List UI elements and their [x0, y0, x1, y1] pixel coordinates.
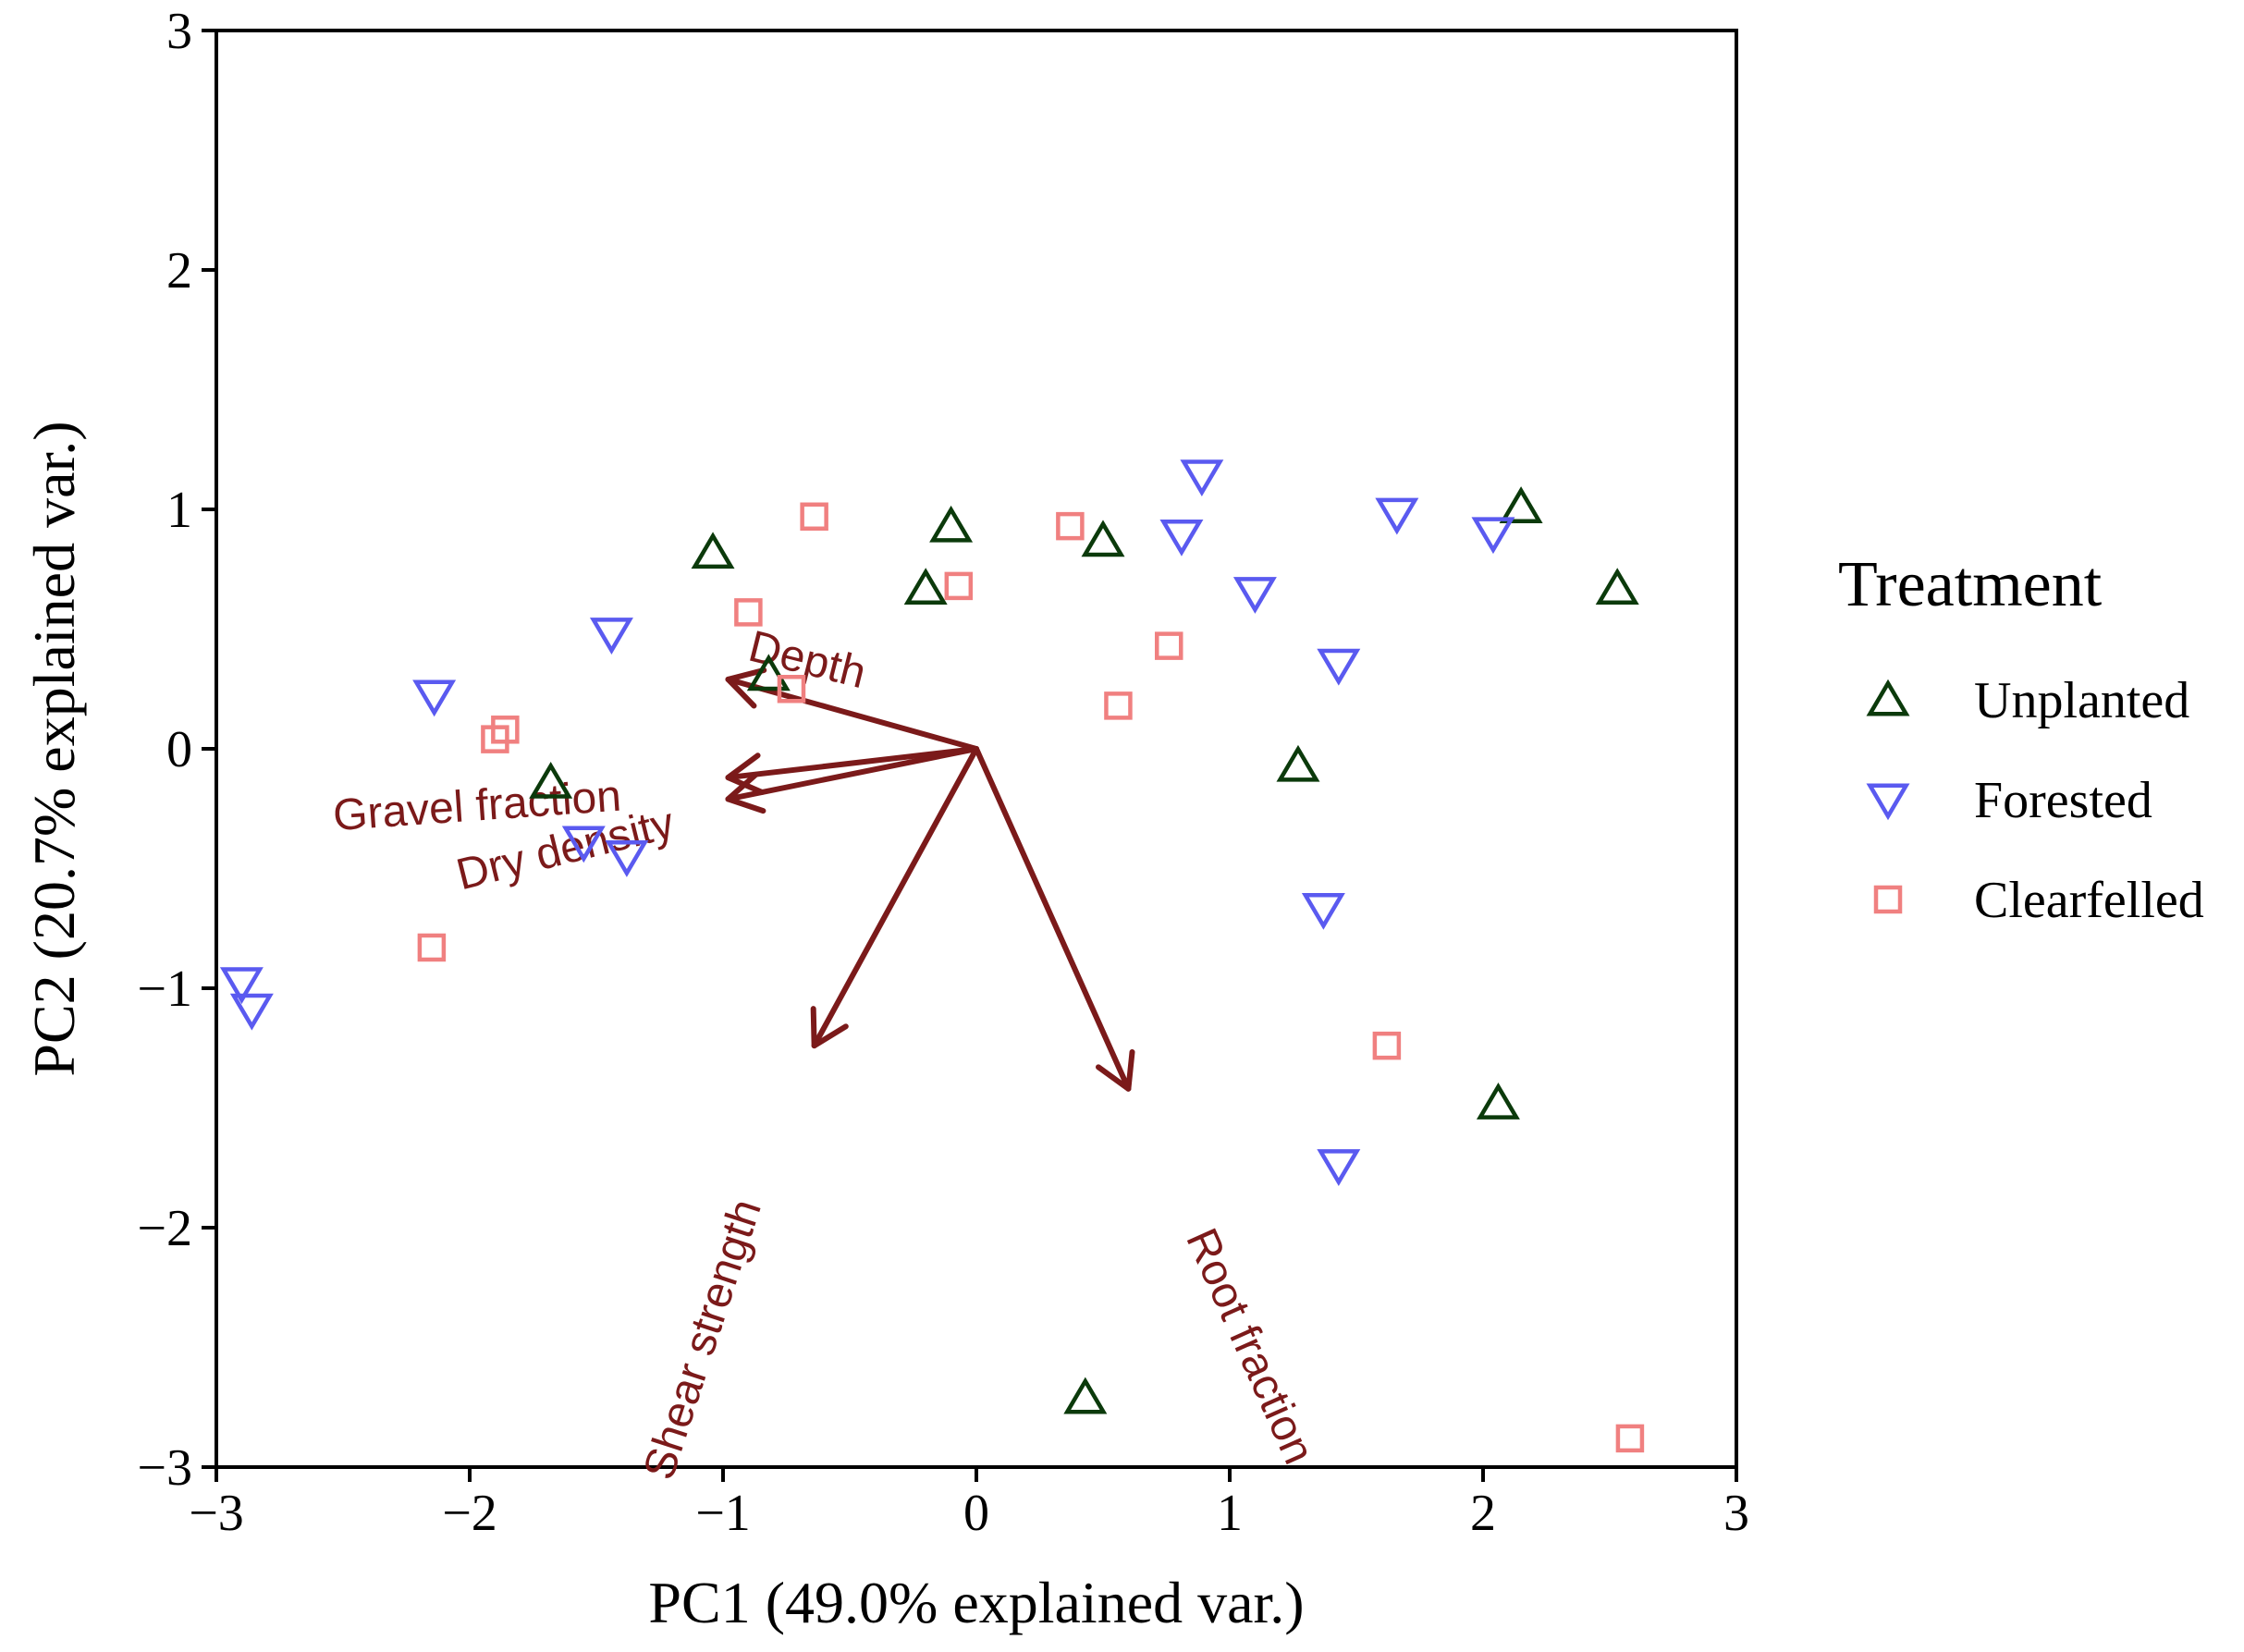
legend: Treatment Unplanted Forested Clearfelled: [1838, 549, 2204, 929]
data-point: [1276, 744, 1320, 782]
y-tick-label: 3: [166, 3, 192, 60]
data-point: [800, 502, 828, 532]
data-point: [1104, 691, 1133, 720]
legend-title: Treatment: [1838, 549, 2103, 620]
series-clearfelled: [417, 502, 1645, 1453]
y-tick-label: −3: [137, 1439, 192, 1497]
data-point: [605, 840, 649, 877]
data-point: [1301, 892, 1345, 930]
data-point: [1595, 568, 1639, 606]
data-point: [219, 967, 264, 1005]
data-point: [1375, 497, 1419, 535]
x-tick-label: −2: [442, 1485, 497, 1542]
x-axis-title: PC1 (49.0% explained var.): [648, 1570, 1304, 1635]
legend-symbol: [1866, 679, 1910, 716]
data-point: [944, 571, 974, 601]
x-tick-label: −1: [695, 1485, 751, 1542]
legend-item-forested: Forested: [1866, 772, 2152, 829]
x-tick-label: 2: [1470, 1485, 1496, 1542]
data-point: [529, 761, 573, 799]
data-point: [929, 505, 974, 543]
data-point: [481, 725, 509, 753]
data-point: [417, 933, 447, 962]
data-point: [1063, 1377, 1108, 1414]
x-tick-label: 3: [1723, 1485, 1749, 1542]
data-point: [589, 618, 633, 655]
data-point: [1476, 1083, 1520, 1120]
data-point: [1317, 648, 1361, 686]
legend-item-clearfelled: Clearfelled: [1873, 872, 2204, 929]
loading-label: Root fraction: [1176, 1221, 1323, 1471]
legend-items: Unplanted Forested Clearfelled: [1866, 672, 2204, 929]
data-point: [777, 675, 806, 704]
y-tick-label: 0: [166, 721, 192, 778]
loading-arrow-root-fraction: Root fraction: [974, 746, 1323, 1471]
data-point: [1159, 519, 1204, 557]
loading-arrow-shear-strength: Shear strength: [634, 746, 979, 1486]
loading-label: Shear strength: [634, 1193, 771, 1486]
series-unplanted: [529, 486, 1639, 1414]
score-points: [219, 459, 1645, 1453]
data-point: [561, 826, 606, 863]
data-point: [903, 568, 948, 606]
data-point: [1471, 517, 1515, 555]
data-point: [229, 993, 274, 1031]
x-tick-label: 0: [963, 1485, 989, 1542]
y-axis-ticks: −3 −2 −1 0 1 2 3: [137, 3, 216, 1497]
data-point: [734, 598, 763, 627]
data-point: [1615, 1424, 1645, 1453]
data-point: [1180, 459, 1224, 497]
legend-label: Unplanted: [1974, 672, 2189, 729]
y-tick-label: 2: [166, 242, 192, 300]
data-point: [746, 654, 791, 691]
data-point: [1154, 631, 1183, 660]
data-point: [1499, 486, 1543, 523]
legend-symbol: [1866, 783, 1910, 821]
series-forested: [219, 459, 1515, 1186]
legend-label: Forested: [1974, 772, 2152, 829]
y-tick-label: −1: [137, 961, 192, 1018]
data-point: [691, 532, 735, 569]
y-axis-title: PC2 (20.7% explained var.): [21, 421, 87, 1076]
data-point: [1081, 520, 1125, 557]
data-point: [1317, 1149, 1361, 1186]
data-point: [1372, 1031, 1402, 1060]
x-axis-ticks: −3 −2 −1 0 1 2 3: [189, 1467, 1749, 1542]
legend-label: Clearfelled: [1974, 872, 2204, 929]
legend-item-unplanted: Unplanted: [1866, 672, 2189, 729]
y-tick-label: −2: [137, 1200, 192, 1257]
x-tick-label: −3: [189, 1485, 244, 1542]
legend-symbol: [1873, 885, 1903, 914]
data-point: [412, 679, 457, 717]
x-tick-label: 1: [1217, 1485, 1243, 1542]
y-tick-label: 1: [166, 482, 192, 539]
loading-arrow-depth: Depth: [725, 622, 979, 752]
data-point: [1056, 511, 1085, 541]
data-point: [1232, 577, 1277, 614]
